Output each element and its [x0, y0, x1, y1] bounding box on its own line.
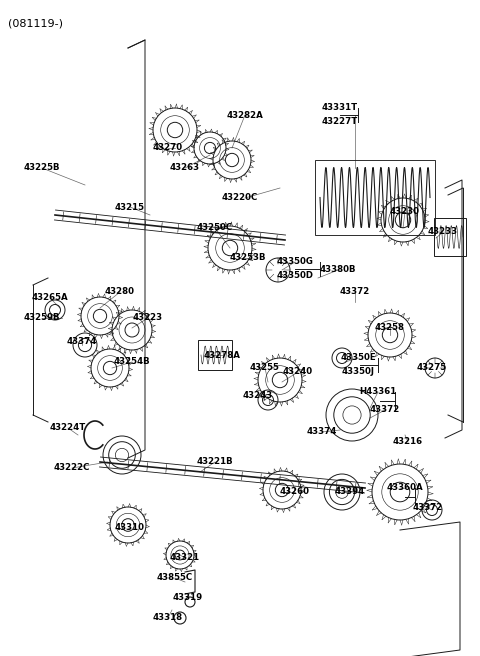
Text: 43350D: 43350D: [276, 272, 313, 281]
Text: 43372: 43372: [413, 504, 443, 512]
Text: 43350E: 43350E: [340, 354, 376, 363]
Text: 43310: 43310: [115, 523, 145, 533]
Text: 43225B: 43225B: [24, 163, 60, 173]
Text: 43224T: 43224T: [50, 424, 86, 432]
Text: 43280: 43280: [105, 287, 135, 297]
Text: (081119-): (081119-): [8, 18, 63, 28]
Text: 43233: 43233: [428, 228, 458, 237]
Text: 43227T: 43227T: [322, 117, 358, 127]
Text: 43265A: 43265A: [32, 293, 68, 302]
Text: 43372: 43372: [340, 287, 370, 297]
Text: 43360A: 43360A: [387, 483, 423, 493]
Text: 43374: 43374: [67, 337, 97, 346]
Text: 43319: 43319: [173, 594, 203, 602]
Text: 43215: 43215: [115, 203, 145, 211]
Text: 43275: 43275: [417, 363, 447, 373]
Bar: [315, 160, 435, 235]
Text: 43230: 43230: [390, 207, 420, 216]
Text: 43258: 43258: [375, 323, 405, 333]
Text: 43318: 43318: [153, 613, 183, 623]
Text: 43350G: 43350G: [276, 258, 313, 266]
Text: 43260: 43260: [280, 487, 310, 497]
Text: 43255: 43255: [250, 363, 280, 373]
Text: 43216: 43216: [393, 438, 423, 447]
Text: H43361: H43361: [360, 388, 396, 396]
Text: 43282A: 43282A: [227, 110, 264, 119]
Text: 43223: 43223: [133, 314, 163, 323]
Text: 43331T: 43331T: [322, 104, 358, 112]
Text: 43243: 43243: [243, 390, 273, 400]
Text: 43263: 43263: [170, 163, 200, 173]
Text: 43259B: 43259B: [24, 314, 60, 323]
Text: 43350J: 43350J: [341, 367, 374, 377]
Text: 43270: 43270: [153, 144, 183, 152]
Text: 43321: 43321: [170, 554, 200, 562]
Text: 43855C: 43855C: [157, 573, 193, 583]
Bar: [198, 340, 232, 370]
Text: 43394: 43394: [335, 487, 365, 497]
Text: 43240: 43240: [283, 367, 313, 377]
Text: 43250C: 43250C: [197, 224, 233, 232]
Text: 43253B: 43253B: [230, 253, 266, 262]
Text: 43380B: 43380B: [320, 266, 356, 274]
Text: 43222C: 43222C: [54, 464, 90, 472]
Text: 43278A: 43278A: [204, 350, 240, 359]
Text: 43220C: 43220C: [222, 194, 258, 203]
Text: 43374: 43374: [307, 428, 337, 436]
Text: 43372: 43372: [370, 405, 400, 415]
Text: 43221B: 43221B: [197, 457, 233, 466]
Bar: [434, 218, 466, 256]
Text: 43254B: 43254B: [114, 358, 150, 367]
